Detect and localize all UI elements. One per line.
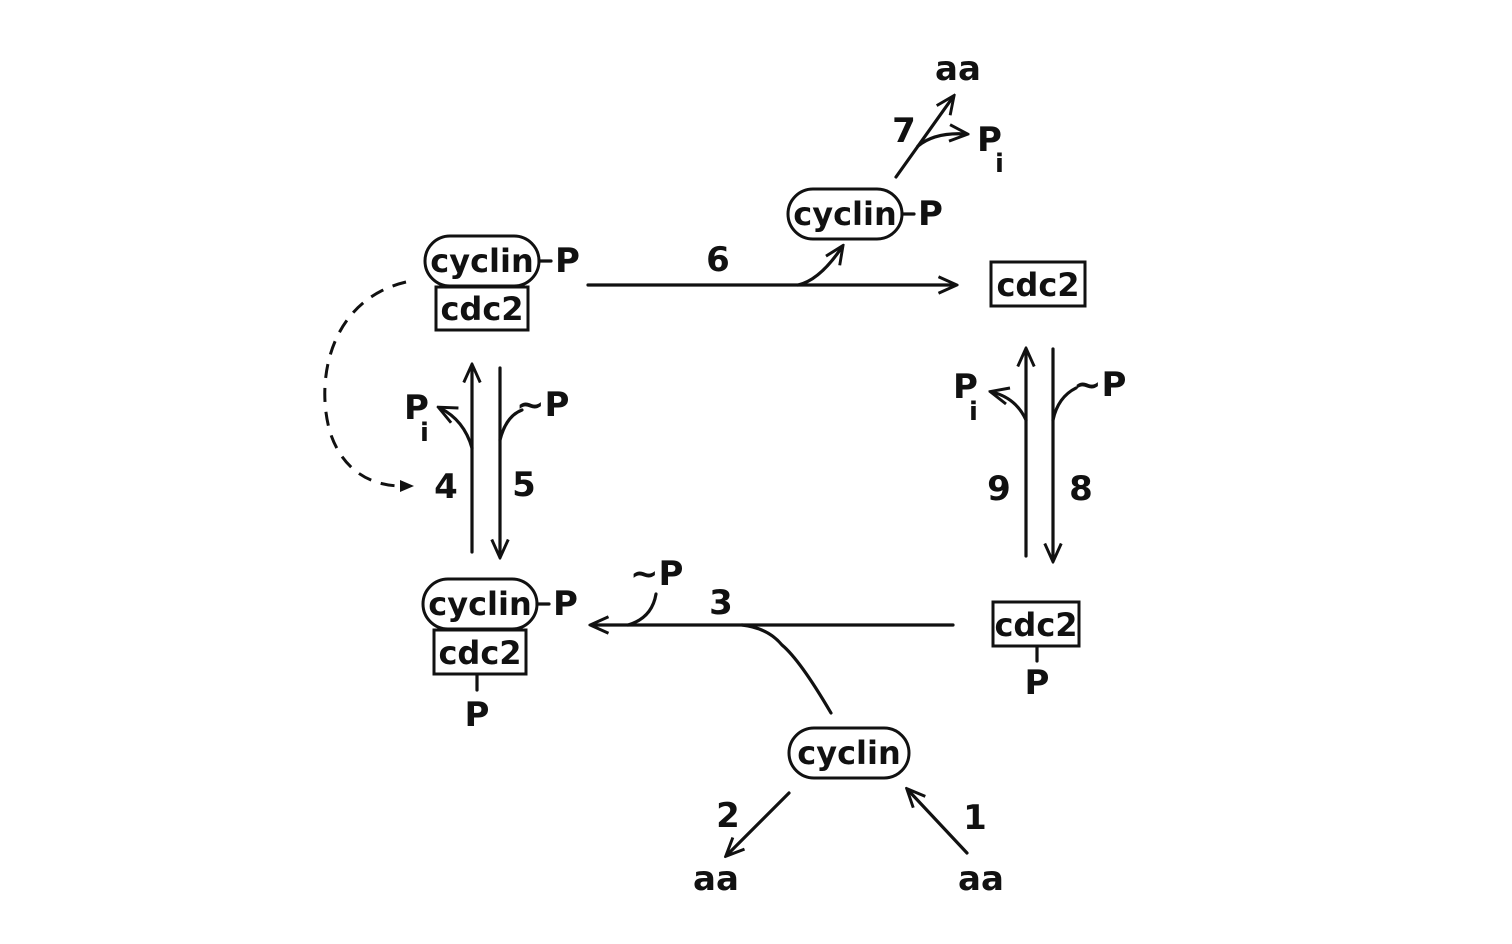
reaction-6: 6 [586,240,955,287]
amino-acids-label: aa [693,859,739,899]
step-number-8: 8 [1069,469,1093,509]
step-number-1: 1 [963,798,987,838]
reaction-7: 7 aa P i [892,49,1004,179]
arrow-1 [908,790,969,855]
cdc2-box [434,285,530,332]
dashed-arrowhead [400,480,414,492]
cdc2-label: cdc2 [996,266,1079,304]
branch-pi-release [992,392,1028,422]
reaction-3: ~P 3 [592,554,955,715]
cdc2-label: cdc2 [438,634,521,672]
phosphate-label: P [1025,663,1050,703]
arrow-2 [727,791,791,855]
cdc2-free-top: cdc2 [989,260,1087,308]
complex-top-left: cyclin P cdc2 [423,234,580,332]
arrow-7 [894,97,953,179]
cdc2-box [432,628,528,676]
cdc2-phosphorylated: cdc2 P [991,600,1081,703]
branch-cyclin-input [740,623,833,715]
cyclin-free: cyclin [787,726,911,780]
pi-label: P [953,367,978,407]
phosphate-donor-label: ~P [630,554,683,594]
phosphate-label: P [553,584,578,624]
cyclin-label: cyclin [428,585,532,623]
reaction-8-9: P i ~P 9 8 [953,349,1126,560]
phosphate-label: P [555,241,580,281]
branch-phosphate-input [626,592,658,627]
branch-pi-release [916,134,966,148]
pi-label: P [404,388,429,428]
pi-subscript: i [420,418,429,448]
step-number-4: 4 [434,467,458,507]
cdc2-box [989,260,1087,308]
step-number-6: 6 [706,240,730,280]
cyclin-label: cyclin [430,242,534,280]
branch-cyclin-release [796,247,842,287]
step-number-3: 3 [709,583,733,623]
reaction-4-5: P i ~P 4 5 [404,366,569,556]
cyclin-label: cyclin [793,195,897,233]
phosphate-label: P [918,194,943,234]
amino-acids-label: aa [958,859,1004,899]
reaction-1-2: 2 1 aa aa [693,790,1004,899]
branch-phosphate-input [1051,386,1078,422]
branch-phosphate-input [498,408,524,442]
dashed-feedback-arrow [323,280,407,488]
step-number-7: 7 [892,111,916,151]
complex-bottom-left: cyclin P cdc2 P [421,577,578,735]
phosphate-donor-label: ~P [516,385,569,425]
branch-pi-release [440,408,474,450]
step-number-9: 9 [987,469,1011,509]
cdc2-label: cdc2 [440,290,523,328]
cyclin-capsule [787,726,911,780]
pi-subscript: i [995,149,1004,179]
amino-acids-label: aa [935,49,981,89]
cyclin-label: cyclin [797,734,901,772]
step-number-5: 5 [512,465,536,505]
phosphate-label: P [465,695,490,735]
cdc2-label: cdc2 [994,606,1077,644]
phosphate-donor-label: ~P [1073,365,1126,405]
cyclin-phosphorylated-free: cyclin P [786,187,943,241]
pi-subscript: i [969,397,978,427]
step-number-2: 2 [716,796,740,836]
pi-label: P [977,120,1002,160]
